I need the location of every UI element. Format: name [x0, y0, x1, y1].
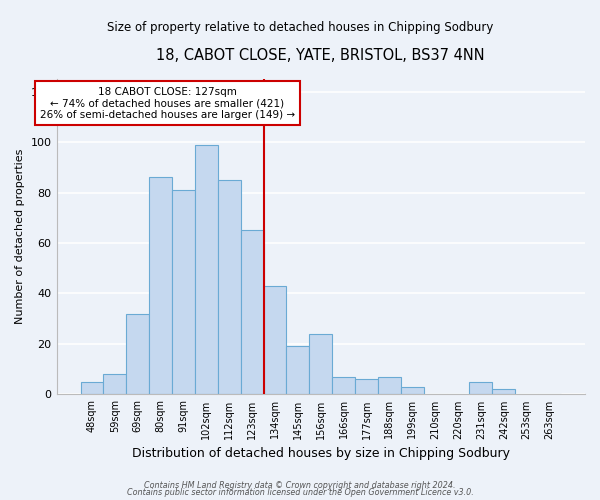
Text: 18 CABOT CLOSE: 127sqm
← 74% of detached houses are smaller (421)
26% of semi-de: 18 CABOT CLOSE: 127sqm ← 74% of detached… [40, 86, 295, 120]
X-axis label: Distribution of detached houses by size in Chipping Sodbury: Distribution of detached houses by size … [132, 447, 510, 460]
Bar [80, 382, 103, 394]
Bar [149, 178, 172, 394]
Bar [310, 334, 332, 394]
Bar [103, 374, 127, 394]
Text: Size of property relative to detached houses in Chipping Sodbury: Size of property relative to detached ho… [107, 21, 493, 34]
Bar [286, 346, 310, 395]
Bar [332, 377, 355, 394]
Text: Contains public sector information licensed under the Open Government Licence v3: Contains public sector information licen… [127, 488, 473, 497]
Bar [469, 382, 493, 394]
Bar [378, 377, 401, 394]
Title: 18, CABOT CLOSE, YATE, BRISTOL, BS37 4NN: 18, CABOT CLOSE, YATE, BRISTOL, BS37 4NN [157, 48, 485, 62]
Bar [127, 314, 149, 394]
Y-axis label: Number of detached properties: Number of detached properties [15, 149, 25, 324]
Bar [241, 230, 263, 394]
Bar [355, 380, 378, 394]
Bar [493, 390, 515, 394]
Bar [172, 190, 195, 394]
Bar [218, 180, 241, 394]
Bar [195, 144, 218, 394]
Bar [401, 387, 424, 394]
Text: Contains HM Land Registry data © Crown copyright and database right 2024.: Contains HM Land Registry data © Crown c… [144, 480, 456, 490]
Bar [263, 286, 286, 395]
